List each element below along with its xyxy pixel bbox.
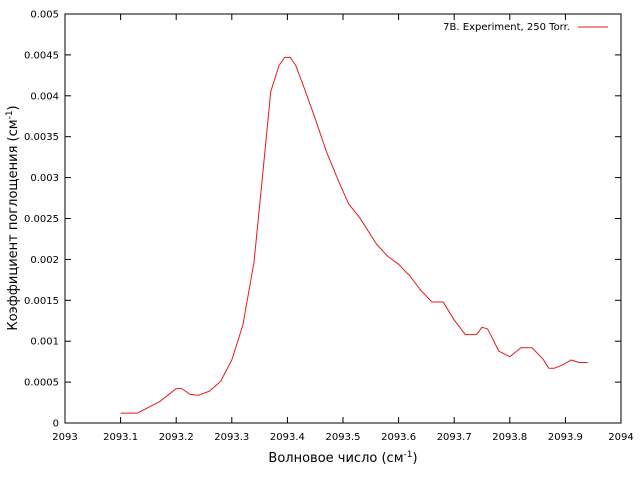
y-tick-label: 0.004 <box>30 91 59 102</box>
y-tick-label: 0.0015 <box>24 296 59 307</box>
series-line-0 <box>120 56 588 414</box>
y-tick-label: 0.0035 <box>24 132 59 143</box>
y-tick-label: 0.0005 <box>24 378 59 389</box>
plot-frame <box>64 13 622 424</box>
x-tick-label: 2094 <box>608 432 633 443</box>
x-tick-label: 2093 <box>52 432 77 443</box>
x-tick-label: 2093.5 <box>326 432 361 443</box>
y-axis-title: Коэффициент поглощения (см-1) <box>5 105 21 330</box>
x-tick-label: 2093.6 <box>381 432 416 443</box>
series-layer <box>120 56 588 414</box>
y-tick-label: 0.001 <box>30 337 59 348</box>
x-axis-title: Волновое число (см-1) <box>268 450 417 466</box>
x-tick-label: 2093.2 <box>159 432 194 443</box>
y-tick-label: 0.002 <box>30 255 59 266</box>
x-tick-label: 2093.8 <box>492 432 527 443</box>
x-tick-label: 2093.4 <box>270 432 305 443</box>
x-tick-label: 2093.7 <box>437 432 472 443</box>
y-tick-label: 0.0025 <box>24 214 59 225</box>
y-tick-label: 0 <box>53 419 59 430</box>
y-tick-label: 0.0045 <box>24 50 59 61</box>
y-tick-label: 0.003 <box>30 173 59 184</box>
x-tick-label: 2093.9 <box>548 432 583 443</box>
y-axis: 0 0.0005 0.001 0.0015 0.002 0.0025 0.003 0.0035… <box>24 10 621 430</box>
legend: 7B. Experiment, 250 Torr. <box>443 22 608 33</box>
x-tick-label: 2093.1 <box>103 432 138 443</box>
legend-label: 7B. Experiment, 250 Torr. <box>443 22 570 33</box>
y-tick-label: 0.005 <box>30 10 59 21</box>
x-tick-label: 2093.3 <box>214 432 249 443</box>
x-axis: 2093 2093.1 2093.2 2093.3 2093.4 2093.5 2093.6… <box>52 14 634 443</box>
